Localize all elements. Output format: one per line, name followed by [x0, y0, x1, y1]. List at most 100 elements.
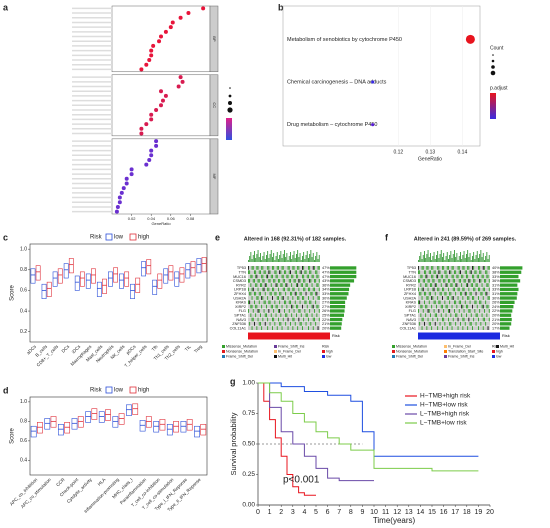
mutation-cell	[266, 313, 267, 318]
value-label: 38%	[492, 270, 500, 274]
x-tick-label: HLA	[97, 477, 107, 487]
dot	[151, 43, 156, 48]
tmb-bar	[311, 257, 313, 262]
mutation-cell	[479, 266, 481, 270]
box	[85, 273, 91, 289]
mutation-cell	[297, 266, 299, 270]
box	[185, 263, 191, 279]
mutation-cell	[451, 304, 453, 309]
mutation-cell	[448, 266, 449, 270]
legend-swatch	[392, 350, 395, 353]
row-bg	[248, 291, 320, 296]
mutation-cell	[318, 296, 320, 300]
mutation-cell	[432, 296, 434, 300]
mutation-cell	[285, 283, 287, 287]
mutation-cell	[463, 266, 465, 270]
mutation-cell	[478, 274, 479, 279]
mutation-cell	[276, 296, 278, 300]
mutation-cell	[474, 270, 476, 275]
category-label: Drug metabolism – cytochrome P450	[287, 122, 377, 128]
dot	[371, 80, 375, 84]
mutation-cell	[258, 309, 260, 313]
x-tick-label: 3	[291, 509, 295, 516]
mutation-cell	[264, 270, 266, 275]
tmb-bar	[273, 253, 275, 262]
tmb-bar	[292, 255, 294, 262]
mutation-cell	[258, 321, 260, 326]
mutation-cell	[437, 287, 439, 292]
risk-bar	[418, 332, 500, 340]
mutation-cell	[252, 287, 254, 292]
legend-swatch	[105, 233, 113, 241]
mutation-cell	[250, 304, 252, 309]
mutation-cell	[443, 309, 445, 313]
mutation-cell	[425, 304, 427, 309]
mutation-cell	[299, 278, 301, 283]
tmb-bar	[451, 258, 453, 262]
tmb-bar	[426, 254, 428, 262]
box	[98, 411, 105, 423]
legend-swatch	[392, 355, 395, 358]
mutation-cell	[424, 300, 425, 305]
mutation-cell	[248, 278, 249, 283]
mutation-cell	[266, 283, 267, 287]
mutation-cell	[286, 274, 288, 279]
mutation-cell	[297, 304, 299, 309]
mutation-cell	[445, 313, 447, 318]
mutation-cell	[256, 274, 258, 279]
box	[163, 268, 169, 284]
mutation-cell	[485, 278, 487, 283]
tmb-bar	[298, 257, 300, 262]
dot	[147, 157, 152, 162]
mutation-cell	[272, 296, 273, 300]
risk-label: Risk	[502, 333, 510, 338]
mutation-cell	[438, 300, 440, 305]
dot	[149, 148, 154, 153]
mutation-cell	[444, 278, 446, 283]
mutation-cell	[466, 270, 467, 275]
mutation-cell	[425, 270, 427, 275]
mutation-cell	[437, 317, 439, 322]
mutation-cell	[256, 296, 258, 300]
mutation-cell	[257, 317, 259, 322]
mutation-cell	[291, 274, 293, 279]
mutation-cell	[274, 300, 276, 305]
plot-frame	[29, 243, 208, 343]
mutation-cell	[250, 313, 252, 318]
mutation-cell	[274, 291, 276, 296]
mutation-cell	[268, 300, 270, 305]
tmb-bar	[439, 254, 441, 262]
dot	[129, 172, 134, 177]
tmb-bar	[450, 251, 452, 262]
y-tick-label: 0.50	[242, 441, 255, 448]
mutation-cell	[474, 278, 476, 283]
mutation-cell	[309, 266, 311, 270]
mutation-cell	[316, 283, 318, 287]
mutation-cell	[448, 287, 449, 292]
facet-panel	[111, 138, 211, 215]
x-tick-label: iDCs	[71, 343, 82, 354]
mutation-cell	[487, 274, 489, 279]
panel-label: e	[215, 232, 220, 242]
mutation-cell	[479, 309, 481, 313]
mutation-cell	[260, 270, 261, 275]
x-tick-label: 2	[279, 509, 283, 516]
mutation-cell	[431, 326, 433, 330]
mutation-cell	[298, 296, 300, 300]
gene-bar	[330, 317, 343, 322]
row-bg	[418, 304, 490, 309]
mutation-cell	[256, 326, 258, 330]
x-tick-label: 7	[337, 509, 341, 516]
mutation-cell	[444, 300, 446, 305]
mutation-cell	[291, 313, 293, 318]
mutation-cell	[310, 278, 312, 283]
mutation-cell	[434, 321, 436, 326]
tmb-bar	[302, 256, 303, 262]
mutation-cell	[433, 309, 435, 313]
mutation-cell	[267, 326, 269, 330]
mutation-cell	[444, 321, 446, 326]
value-label: 33%	[492, 288, 500, 292]
mutation-cell	[478, 317, 479, 322]
mutation-cell	[250, 291, 252, 296]
legend-swatch	[222, 345, 225, 348]
